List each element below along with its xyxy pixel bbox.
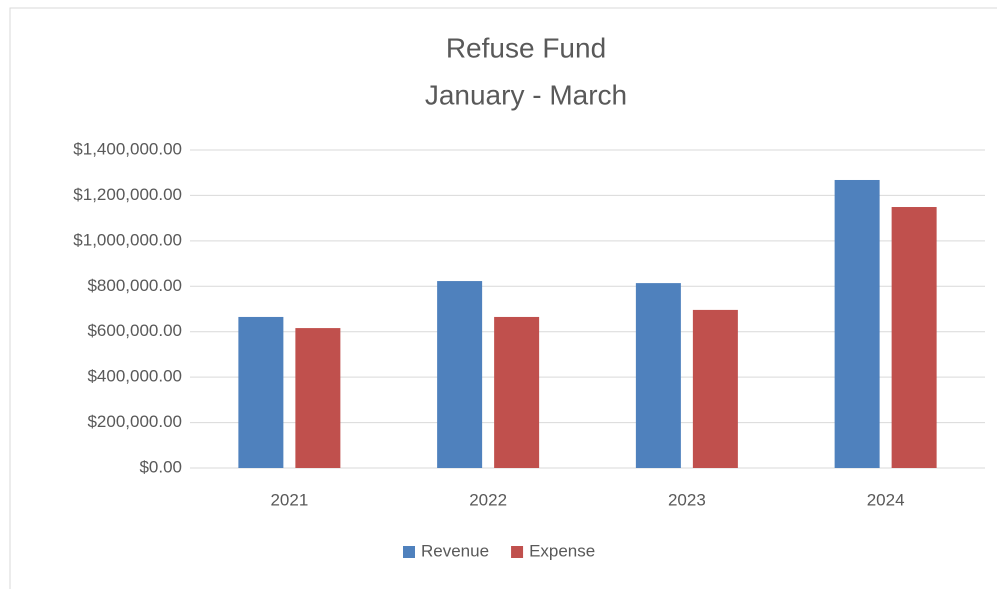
legend-swatch: [511, 546, 524, 558]
bar: [635, 283, 681, 468]
y-tick-label: $1,400,000.00: [73, 139, 182, 158]
x-tick-label: 2021: [270, 490, 308, 509]
y-tick-label: $400,000.00: [87, 367, 182, 386]
y-tick-label: $800,000.00: [87, 276, 182, 295]
bar: [891, 207, 937, 468]
bar: [437, 281, 483, 468]
bar: [692, 309, 738, 468]
bar: [494, 316, 540, 468]
y-tick-label: $0.00: [139, 457, 182, 476]
x-tick-label: 2023: [668, 490, 706, 509]
legend-label: Revenue: [421, 541, 489, 560]
chart-subtitle: January - March: [425, 79, 627, 110]
y-tick-label: $200,000.00: [87, 412, 182, 431]
bar: [834, 179, 880, 469]
chart-frame: [9, 7, 997, 589]
y-tick-label: $600,000.00: [87, 321, 182, 340]
x-tick-label: 2024: [867, 490, 905, 509]
y-tick-label: $1,200,000.00: [73, 185, 182, 204]
legend-swatch: [403, 546, 415, 558]
bar: [295, 328, 341, 468]
x-tick-label: 2022: [469, 490, 507, 509]
y-tick-label: $1,000,000.00: [73, 230, 182, 249]
bar: [238, 316, 284, 468]
legend-label: Expense: [529, 541, 595, 560]
chart-title: Refuse Fund: [446, 32, 606, 63]
